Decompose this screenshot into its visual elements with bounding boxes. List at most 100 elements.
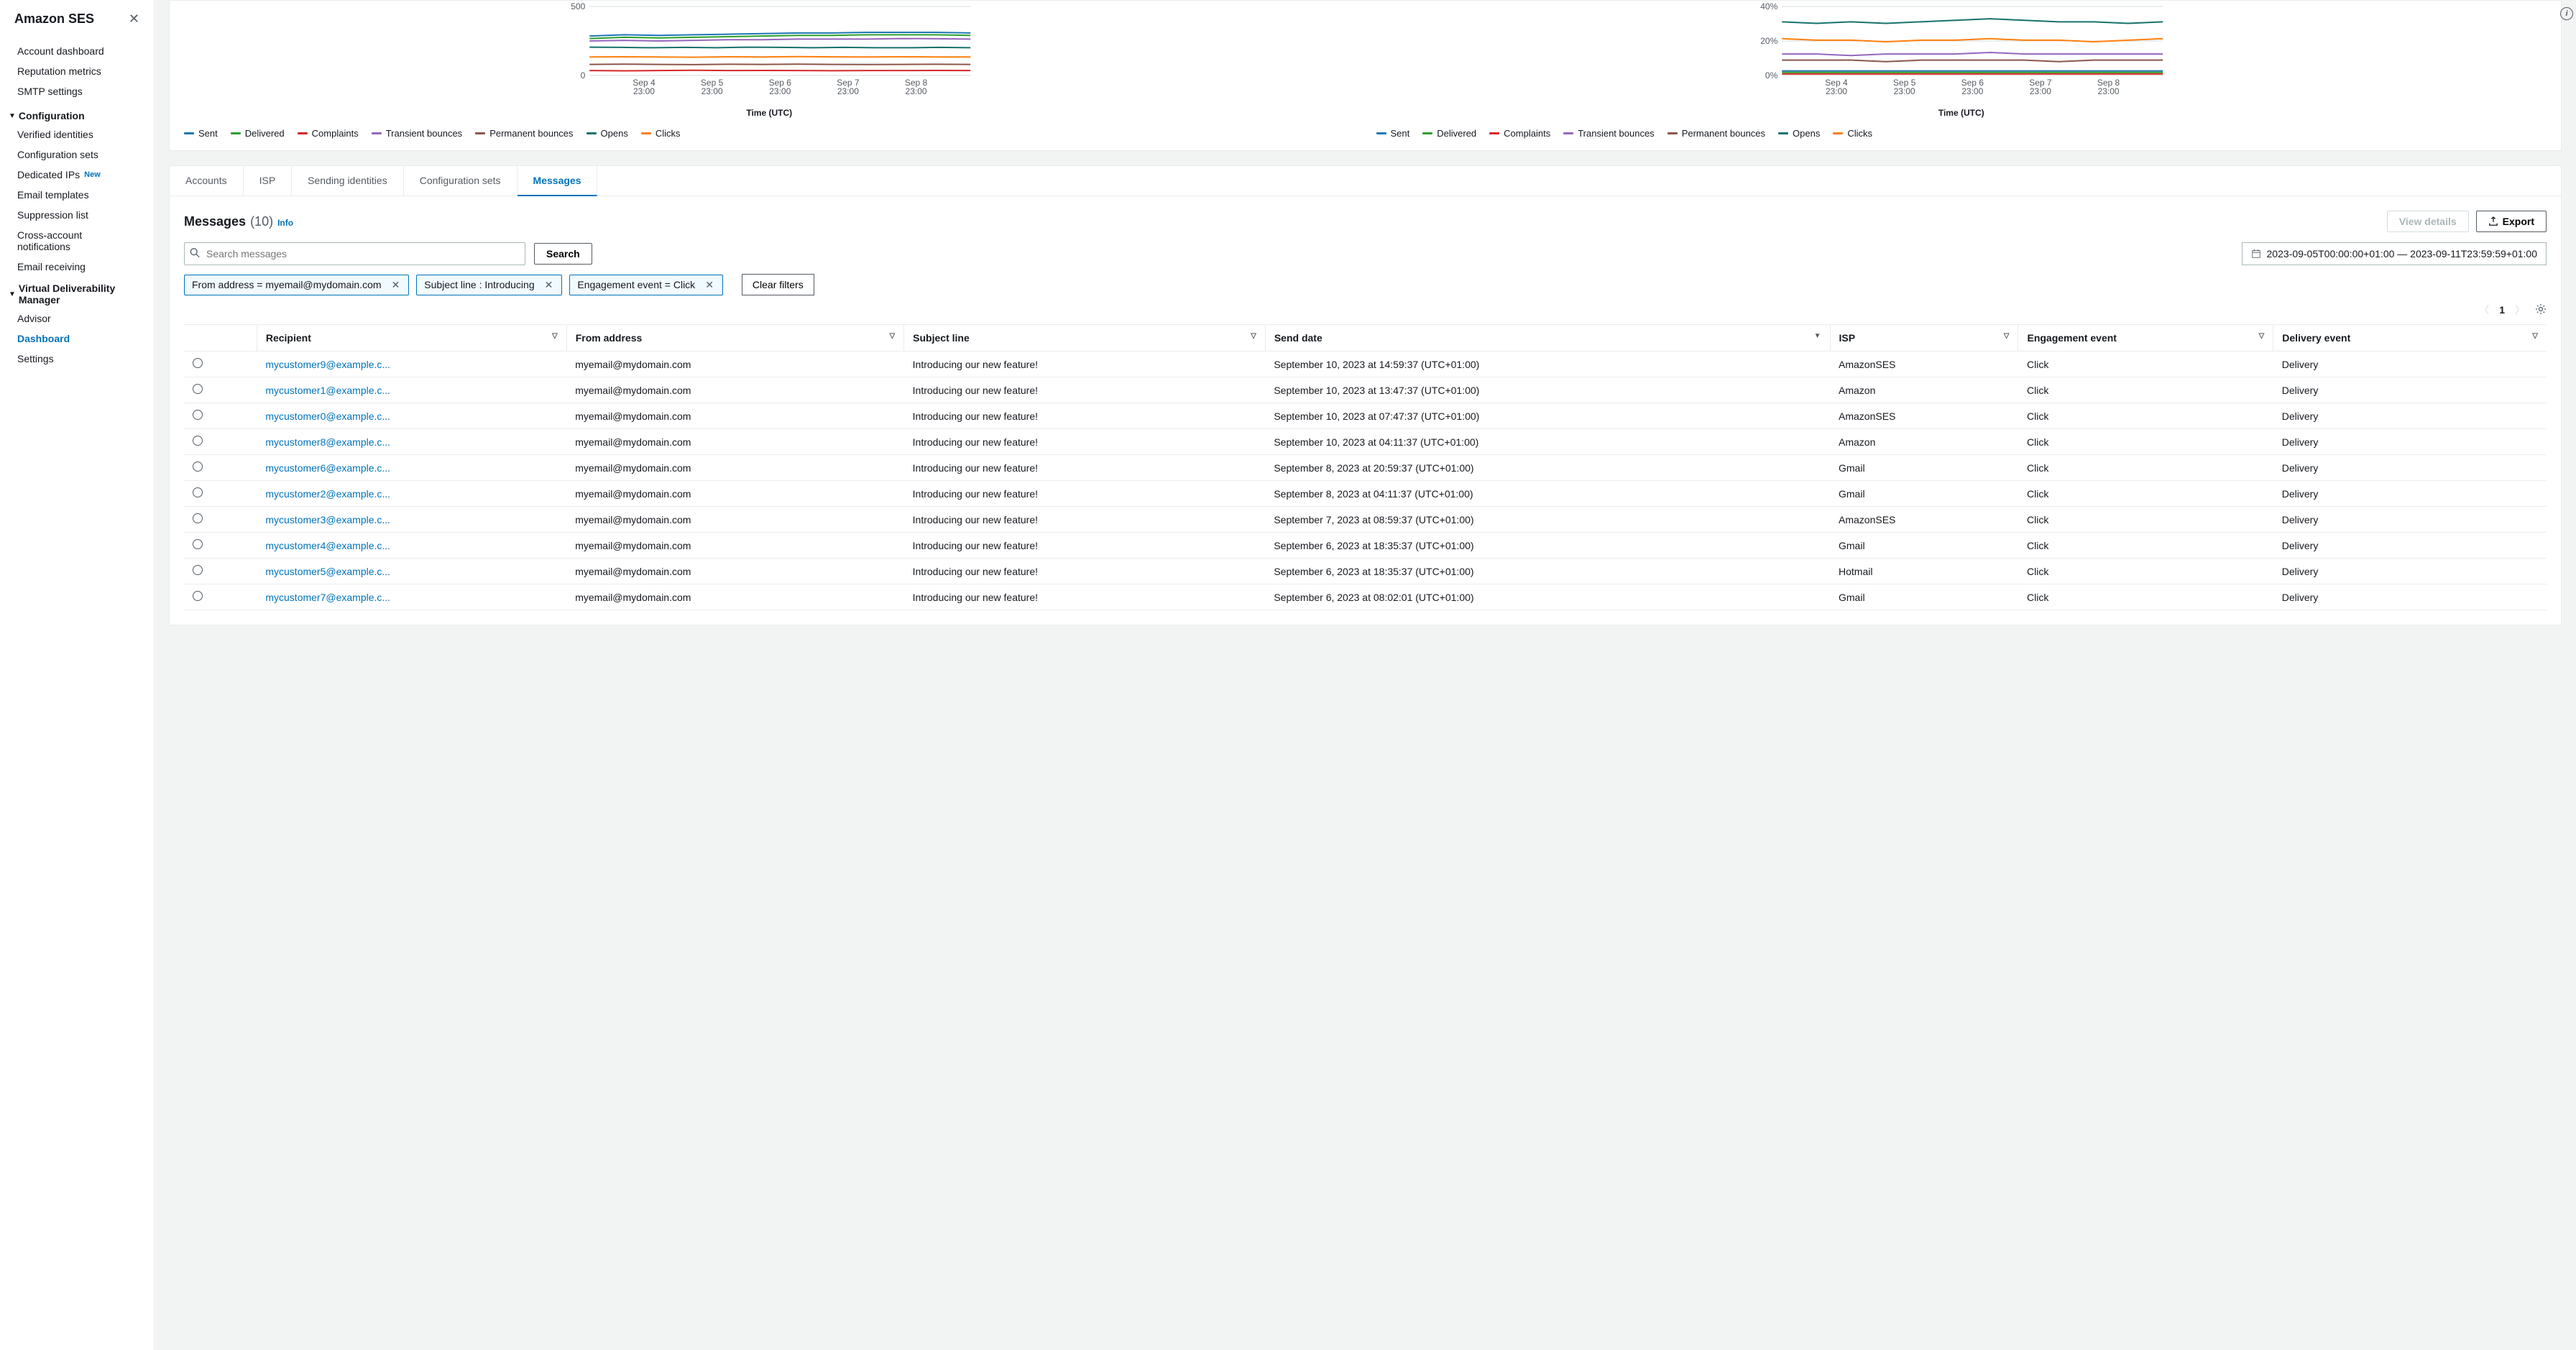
- col-header[interactable]: ISP▽: [1830, 325, 2018, 352]
- legend-item[interactable]: Delivered: [1422, 128, 1476, 139]
- row-select[interactable]: [184, 429, 257, 455]
- legend-swatch: [1833, 132, 1843, 134]
- chip-remove-icon[interactable]: ✕: [542, 279, 556, 291]
- row-select[interactable]: [184, 352, 257, 377]
- sidebar-item[interactable]: Settings: [0, 349, 154, 369]
- sidebar-item[interactable]: Reputation metrics: [0, 61, 154, 81]
- cell-recipient[interactable]: mycustomer3@example.c...: [257, 507, 566, 533]
- tab[interactable]: ISP: [244, 166, 293, 196]
- calendar-icon: [2251, 249, 2261, 259]
- sidebar-item[interactable]: Advisor: [0, 308, 154, 329]
- cell-recipient[interactable]: mycustomer6@example.c...: [257, 455, 566, 481]
- pagination: 〈 1 〉: [184, 303, 2547, 317]
- cell-engage: Click: [2018, 429, 2273, 455]
- main-content: i 0500Sep 423:00Sep 523:00Sep 623:00Sep …: [155, 0, 2576, 1350]
- info-link[interactable]: Info: [277, 218, 293, 228]
- info-icon[interactable]: i: [2560, 7, 2573, 20]
- cell-recipient[interactable]: mycustomer5@example.c...: [257, 559, 566, 584]
- cell-recipient[interactable]: mycustomer2@example.c...: [257, 481, 566, 507]
- cell-from: myemail@mydomain.com: [566, 377, 903, 403]
- date-range-text: 2023-09-05T00:00:00+01:00 — 2023-09-11T2…: [2267, 248, 2537, 260]
- prev-page-icon[interactable]: 〈: [2479, 303, 2489, 317]
- legend-item[interactable]: Clicks: [1833, 128, 1872, 139]
- col-header[interactable]: From address▽: [566, 325, 903, 352]
- row-select[interactable]: [184, 559, 257, 584]
- messages-table: Recipient▽From address▽Subject line▽Send…: [184, 324, 2547, 610]
- tab[interactable]: Accounts: [170, 166, 244, 196]
- legend-item[interactable]: Permanent bounces: [1668, 128, 1765, 139]
- tab[interactable]: Messages: [518, 166, 598, 196]
- sidebar-item[interactable]: Email receiving: [0, 257, 154, 277]
- gear-icon[interactable]: [2535, 303, 2547, 317]
- row-select[interactable]: [184, 533, 257, 559]
- row-select[interactable]: [184, 455, 257, 481]
- export-icon: [2488, 216, 2498, 226]
- row-select[interactable]: [184, 403, 257, 429]
- sidebar-group-header[interactable]: ▼Configuration: [0, 104, 154, 124]
- close-icon[interactable]: ✕: [129, 12, 139, 27]
- cell-recipient[interactable]: mycustomer1@example.c...: [257, 377, 566, 403]
- row-select[interactable]: [184, 507, 257, 533]
- col-header[interactable]: Engagement event▽: [2018, 325, 2273, 352]
- chip-remove-icon[interactable]: ✕: [702, 279, 717, 291]
- col-header[interactable]: Send date▼: [1265, 325, 1830, 352]
- tab[interactable]: Sending identities: [292, 166, 404, 196]
- cell-recipient[interactable]: mycustomer0@example.c...: [257, 403, 566, 429]
- legend-swatch: [372, 132, 382, 134]
- chart-right-svg: 0%20%40%Sep 423:00Sep 523:00Sep 623:00Se…: [1376, 1, 2547, 101]
- cell-recipient[interactable]: mycustomer4@example.c...: [257, 533, 566, 559]
- filter-icon: ▽: [1251, 332, 1256, 340]
- legend-item[interactable]: Opens: [586, 128, 628, 139]
- legend-item[interactable]: Clicks: [641, 128, 681, 139]
- filter-icon: ▽: [889, 332, 895, 340]
- col-header[interactable]: Recipient▽: [257, 325, 566, 352]
- legend-swatch: [641, 132, 651, 134]
- next-page-icon[interactable]: 〉: [2515, 303, 2525, 317]
- legend-item[interactable]: Sent: [1376, 128, 1410, 139]
- view-details-button[interactable]: View details: [2387, 211, 2469, 232]
- legend-item[interactable]: Delivered: [231, 128, 285, 139]
- cell-engage: Click: [2018, 559, 2273, 584]
- chart-left-svg: 0500Sep 423:00Sep 523:00Sep 623:00Sep 72…: [184, 1, 1355, 101]
- row-select[interactable]: [184, 481, 257, 507]
- legend-swatch: [298, 132, 308, 134]
- sidebar-item[interactable]: Dedicated IPs New: [0, 165, 154, 185]
- cell-recipient[interactable]: mycustomer7@example.c...: [257, 584, 566, 610]
- row-select[interactable]: [184, 377, 257, 403]
- legend-item[interactable]: Complaints: [298, 128, 359, 139]
- sidebar-item[interactable]: Cross-account notifications: [0, 225, 154, 257]
- date-range-picker[interactable]: 2023-09-05T00:00:00+01:00 — 2023-09-11T2…: [2242, 242, 2547, 265]
- cell-recipient[interactable]: mycustomer8@example.c...: [257, 429, 566, 455]
- sidebar-item[interactable]: Configuration sets: [0, 144, 154, 165]
- svg-text:23:00: 23:00: [702, 86, 723, 96]
- search-button[interactable]: Search: [534, 243, 592, 265]
- sidebar-item[interactable]: Verified identities: [0, 124, 154, 144]
- col-header[interactable]: Subject line▽: [904, 325, 1266, 352]
- sidebar-group-header[interactable]: ▼Virtual Deliverability Manager: [0, 277, 154, 308]
- sidebar-item[interactable]: SMTP settings: [0, 81, 154, 101]
- chip-remove-icon[interactable]: ✕: [389, 279, 403, 291]
- clear-filters-button[interactable]: Clear filters: [742, 274, 814, 295]
- search-input[interactable]: [184, 242, 525, 265]
- legend-item[interactable]: Sent: [184, 128, 218, 139]
- row-select[interactable]: [184, 584, 257, 610]
- legend-item[interactable]: Transient bounces: [372, 128, 462, 139]
- sidebar-item[interactable]: Email templates: [0, 185, 154, 205]
- sidebar-item[interactable]: Account dashboard: [0, 41, 154, 61]
- tab[interactable]: Configuration sets: [404, 166, 518, 196]
- cell-delivery: Delivery: [2273, 507, 2547, 533]
- legend-item[interactable]: Transient bounces: [1563, 128, 1654, 139]
- cell-date: September 8, 2023 at 04:11:37 (UTC+01:00…: [1265, 481, 1830, 507]
- cell-engage: Click: [2018, 403, 2273, 429]
- cell-recipient[interactable]: mycustomer9@example.c...: [257, 352, 566, 377]
- cell-from: myemail@mydomain.com: [566, 429, 903, 455]
- legend-item[interactable]: Complaints: [1489, 128, 1550, 139]
- cell-date: September 10, 2023 at 07:47:37 (UTC+01:0…: [1265, 403, 1830, 429]
- cell-from: myemail@mydomain.com: [566, 455, 903, 481]
- sidebar-item[interactable]: Dashboard: [0, 329, 154, 349]
- col-header[interactable]: Delivery event▽: [2273, 325, 2547, 352]
- legend-item[interactable]: Permanent bounces: [475, 128, 573, 139]
- sidebar-item[interactable]: Suppression list: [0, 205, 154, 225]
- export-button[interactable]: Export: [2476, 211, 2547, 232]
- legend-item[interactable]: Opens: [1778, 128, 1820, 139]
